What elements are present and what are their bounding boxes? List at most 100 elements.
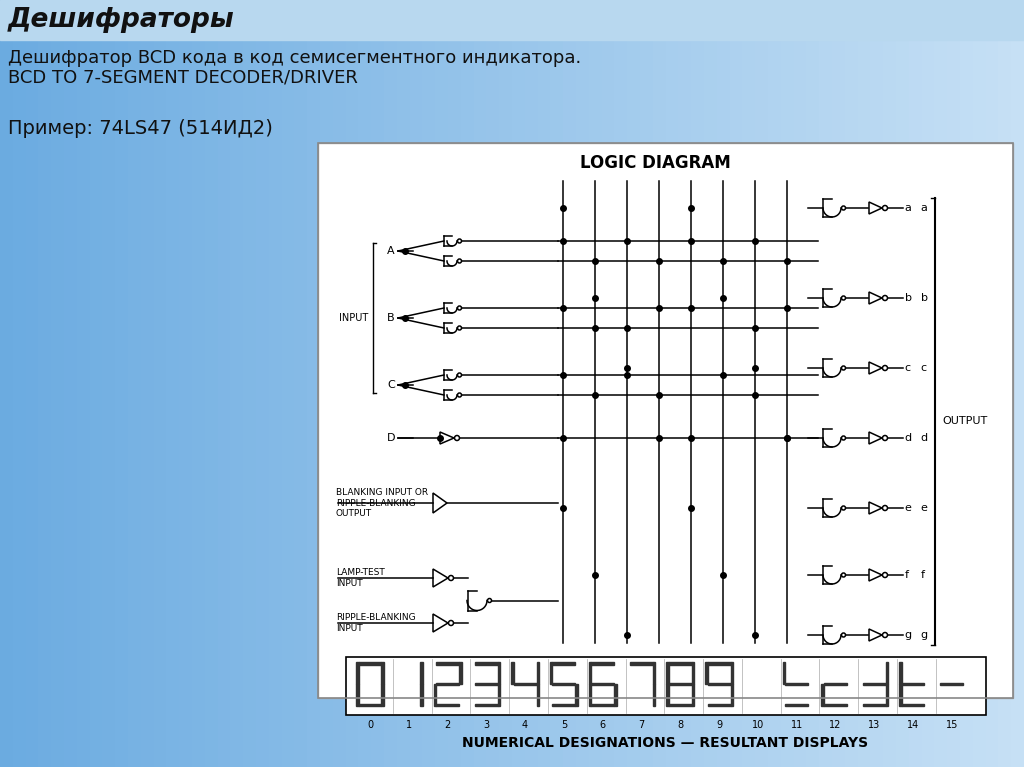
- Bar: [319, 0, 333, 767]
- Text: 14: 14: [907, 720, 920, 730]
- Bar: [115, 0, 128, 767]
- Bar: [756, 0, 768, 767]
- Text: c: c: [904, 363, 910, 373]
- Bar: [782, 662, 785, 684]
- Bar: [422, 0, 435, 767]
- Text: 0: 0: [367, 720, 373, 730]
- Bar: [550, 662, 552, 684]
- Bar: [705, 0, 717, 767]
- Bar: [486, 0, 500, 767]
- Bar: [436, 662, 459, 664]
- Text: 1: 1: [406, 720, 412, 730]
- Bar: [591, 703, 614, 706]
- Text: c: c: [921, 363, 927, 373]
- Bar: [295, 0, 307, 767]
- Bar: [141, 0, 154, 767]
- Bar: [0, 0, 12, 767]
- Bar: [863, 703, 886, 706]
- Bar: [824, 703, 847, 706]
- Text: 12: 12: [829, 720, 842, 730]
- Bar: [511, 662, 514, 684]
- Text: BLANKING INPUT OR
RIPPLE-BLANKING
OUTPUT: BLANKING INPUT OR RIPPLE-BLANKING OUTPUT: [336, 488, 428, 518]
- Bar: [785, 683, 808, 685]
- Bar: [461, 0, 473, 767]
- Bar: [785, 703, 808, 706]
- Text: Дешифраторы: Дешифраторы: [8, 7, 234, 33]
- Text: LOGIC DIAGRAM: LOGIC DIAGRAM: [581, 154, 731, 172]
- Bar: [166, 0, 179, 767]
- Text: 2: 2: [444, 720, 451, 730]
- Text: 9: 9: [716, 720, 722, 730]
- Bar: [217, 0, 230, 767]
- Bar: [653, 662, 655, 684]
- Bar: [473, 0, 486, 767]
- Bar: [863, 683, 886, 685]
- Bar: [381, 684, 384, 706]
- Bar: [901, 683, 925, 685]
- Bar: [397, 0, 410, 767]
- Bar: [154, 0, 166, 767]
- Bar: [630, 662, 653, 664]
- Text: 8: 8: [677, 720, 683, 730]
- Bar: [0, 0, 1024, 40]
- Bar: [575, 0, 589, 767]
- Bar: [537, 684, 539, 706]
- Bar: [1012, 0, 1024, 767]
- Bar: [282, 0, 295, 767]
- Text: B: B: [387, 313, 395, 323]
- Bar: [780, 0, 794, 767]
- Text: RIPPLE-BLANKING
INPUT: RIPPLE-BLANKING INPUT: [336, 614, 416, 633]
- Bar: [193, 0, 205, 767]
- Bar: [356, 684, 358, 706]
- Bar: [90, 0, 102, 767]
- Text: d: d: [904, 433, 911, 443]
- Bar: [475, 703, 498, 706]
- Text: 7: 7: [638, 720, 644, 730]
- Text: f: f: [904, 570, 908, 580]
- Text: 11: 11: [791, 720, 803, 730]
- Bar: [614, 0, 627, 767]
- Bar: [678, 0, 691, 767]
- Text: A: A: [387, 246, 395, 256]
- Bar: [63, 0, 77, 767]
- Bar: [420, 662, 423, 684]
- Bar: [381, 662, 384, 684]
- Text: g: g: [904, 630, 911, 640]
- Bar: [899, 684, 901, 706]
- Text: D: D: [387, 433, 395, 443]
- Bar: [356, 662, 358, 684]
- Bar: [706, 662, 708, 684]
- Bar: [589, 0, 602, 767]
- Bar: [591, 662, 614, 664]
- Bar: [410, 0, 422, 767]
- Bar: [420, 684, 423, 706]
- Text: f: f: [921, 570, 925, 580]
- Bar: [742, 0, 756, 767]
- Text: 6: 6: [600, 720, 606, 730]
- Bar: [922, 0, 934, 767]
- Bar: [179, 0, 193, 767]
- Bar: [824, 683, 847, 685]
- Bar: [589, 684, 591, 706]
- Bar: [692, 684, 694, 706]
- Text: 13: 13: [868, 720, 881, 730]
- Bar: [475, 683, 498, 685]
- Bar: [870, 0, 883, 767]
- Text: d: d: [921, 433, 928, 443]
- Bar: [901, 703, 925, 706]
- Bar: [653, 0, 666, 767]
- Bar: [845, 0, 858, 767]
- Bar: [973, 0, 985, 767]
- Text: b: b: [921, 293, 928, 303]
- Bar: [552, 662, 575, 664]
- Bar: [886, 662, 888, 684]
- Bar: [831, 0, 845, 767]
- Bar: [575, 684, 578, 706]
- Bar: [498, 662, 501, 684]
- Bar: [961, 0, 973, 767]
- Bar: [602, 0, 614, 767]
- Bar: [667, 684, 669, 706]
- Bar: [669, 683, 692, 685]
- Text: a: a: [904, 203, 911, 213]
- Bar: [346, 657, 986, 715]
